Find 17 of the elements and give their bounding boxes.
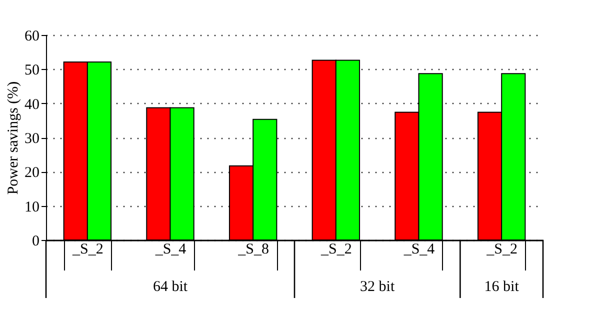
text: 32 bit	[360, 279, 396, 295]
x-tick-label: _S_2	[71, 242, 104, 258]
y-tick-label: 10	[24, 199, 40, 216]
x-tick-label: _S_8	[237, 242, 270, 258]
x-tick-label: _S_2	[486, 242, 518, 258]
x-tick-label: _S_2	[320, 242, 352, 258]
y-tick-label: 30	[24, 131, 40, 147]
y-tick-label: 0	[32, 234, 40, 250]
x-tick-label: _S_4	[154, 242, 187, 258]
y-tick-label: 60	[24, 28, 40, 44]
y-tick-label: 20	[24, 165, 40, 182]
text: 64 bit	[152, 279, 188, 295]
y-tick-label: 50	[24, 62, 40, 79]
y-tick-label: 40	[24, 96, 40, 113]
x-tick-label: _S_4	[402, 242, 436, 258]
text: 16 bit	[484, 279, 520, 295]
y-axis-title: Power savings (%)	[6, 81, 22, 195]
